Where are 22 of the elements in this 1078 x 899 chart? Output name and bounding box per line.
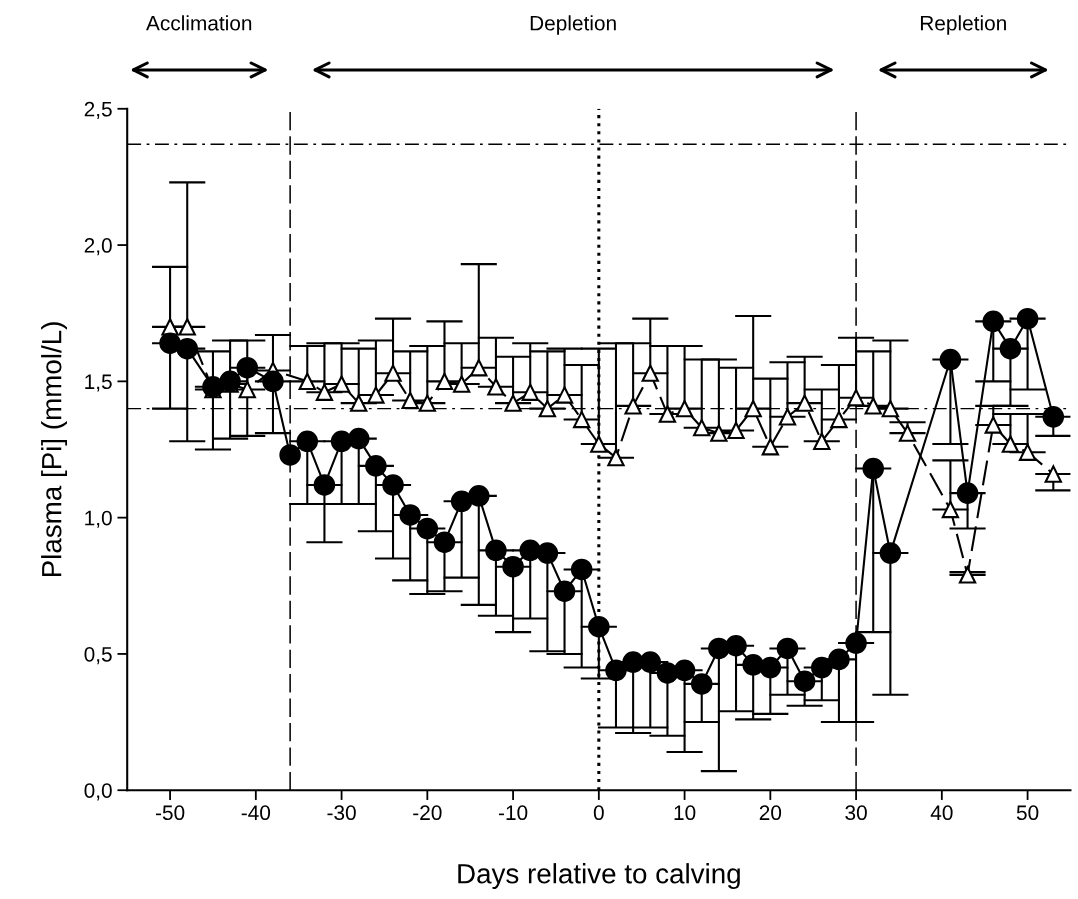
x-tick-label: 20: [759, 805, 782, 821]
x-tick-label: 30: [845, 805, 867, 821]
y-tick-label: 1,0: [85, 510, 112, 528]
y-tick-label: 0,5: [84, 646, 112, 665]
x-tick-label: -20: [413, 805, 442, 821]
x-tick-label: -40: [241, 805, 271, 821]
x-axis-title: Days relative to calving: [458, 863, 740, 890]
x-tick-label: -50: [155, 805, 185, 821]
y-tick-label: 2,0: [84, 238, 112, 256]
y-tick-label: 2,5: [84, 101, 112, 119]
x-tick-label: -30: [327, 805, 356, 821]
y-tick-label: 0,0: [84, 783, 112, 801]
x-tick-label: 50: [1016, 805, 1039, 821]
text: Repletion: [920, 15, 1006, 35]
text: Depletion: [530, 15, 616, 35]
x-tick-label: 0: [593, 805, 604, 821]
x-tick-label: 40: [930, 805, 953, 821]
text: Acclimation: [146, 15, 252, 31]
x-tick-label: -10: [498, 805, 528, 821]
y-axis-title: Plasma [Pi] (mmol/L): [41, 322, 67, 577]
y-tick-label: 1,5: [85, 374, 112, 392]
x-tick-label: 10: [674, 805, 696, 821]
